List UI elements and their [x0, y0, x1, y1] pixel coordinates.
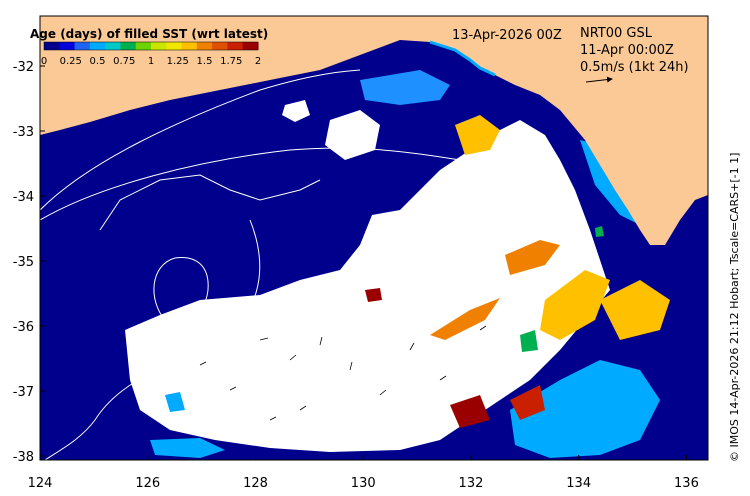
patch-red — [510, 385, 545, 420]
lat-tick-label: -32 — [13, 60, 34, 75]
lat-tick-label: -38 — [13, 450, 34, 465]
lat-tick-label: -34 — [13, 190, 34, 205]
patch-orange — [455, 115, 500, 155]
coastal-patch-lightblue — [150, 438, 225, 458]
contour-line — [153, 256, 209, 326]
colorbar-tick-label: 2 — [255, 56, 261, 67]
colorbar-swatch — [89, 42, 106, 50]
colorbar-swatch — [120, 42, 137, 50]
lat-tick-label: -36 — [13, 320, 34, 335]
patch-orange — [540, 270, 610, 340]
lon-tick-label: 136 — [674, 476, 699, 491]
colorbar-swatch — [196, 42, 213, 50]
missing-data-patch — [282, 100, 310, 122]
colorbar-swatch — [227, 42, 244, 50]
colorbar-tick-label: 1 — [148, 56, 154, 67]
colorbar-tick-label: 0.25 — [60, 56, 82, 67]
date-label: 13-Apr-2026 00Z — [452, 28, 562, 43]
colorbar-swatch — [166, 42, 183, 50]
colorbar-swatch — [135, 42, 152, 50]
lon-tick-label: 130 — [351, 476, 376, 491]
map-border — [39, 15, 709, 461]
missing-data-region — [125, 120, 610, 452]
credit-text: © IMOS 14-Apr-2026 21:12 Hobart; Tscale=… — [728, 153, 741, 462]
lat-tick-label: -37 — [13, 385, 34, 400]
colorbar-tick-label: 1.5 — [197, 56, 213, 67]
colorbar-swatch — [242, 42, 259, 50]
lon-tick-label: 134 — [566, 476, 591, 491]
lon-tick-label: 132 — [459, 476, 484, 491]
patch-orange — [505, 240, 560, 275]
patch-green — [595, 226, 604, 237]
map-plot-area — [40, 16, 708, 460]
coastal-fringe — [429, 40, 496, 77]
patch-green — [520, 330, 538, 352]
colorbar-title: Age (days) of filled SST (wrt latest) — [30, 27, 268, 41]
product-time-label: 11-Apr 00:00Z — [580, 43, 674, 58]
patch-red — [450, 395, 490, 428]
contour-line — [99, 174, 321, 231]
patch-orange — [600, 280, 670, 340]
contour-line — [40, 69, 361, 211]
colorbar-tick-label: 0.5 — [90, 56, 106, 67]
current-vectors — [199, 325, 487, 421]
latitude-axis: -32 -33 -34 -35 -36 -37 -38 — [13, 60, 45, 465]
vector-scale-arrow — [585, 76, 613, 83]
colorbar-tick-label: 0.75 — [113, 56, 135, 67]
patch-red — [365, 288, 382, 302]
coastal-patch-lightblue — [165, 392, 185, 412]
colorbar-swatch — [151, 42, 167, 50]
coastal-patch-lightblue — [510, 360, 660, 458]
colorbar-outline — [43, 41, 259, 51]
lat-tick-label: -33 — [13, 125, 34, 140]
lon-tick-label: 126 — [135, 476, 160, 491]
colorbar-tick-label: 0 — [41, 56, 47, 67]
longitude-axis: 124 126 128 130 132 134 136 — [28, 455, 699, 491]
lon-tick-label: 128 — [243, 476, 268, 491]
colorbar-swatch — [44, 42, 60, 50]
colorbar-swatch — [212, 42, 228, 50]
lat-tick-label: -35 — [13, 255, 34, 270]
lon-tick-label: 124 — [28, 476, 53, 491]
patch-orange — [430, 298, 500, 340]
contour-line — [44, 219, 261, 460]
colorbar-swatch — [105, 42, 121, 50]
colorbar-swatch — [74, 42, 91, 50]
product-label: NRT00 GSL — [580, 26, 653, 41]
contour-line — [40, 147, 461, 221]
colorbar-swatches — [44, 42, 259, 50]
colorbar-swatch — [59, 42, 76, 50]
land-mass — [40, 16, 708, 245]
colorbar-tick-label: 1.75 — [220, 56, 242, 67]
missing-data-patch — [325, 110, 380, 160]
colorbar-swatch — [181, 42, 198, 50]
colorbar-ticks: 0 0.25 0.5 0.75 1 1.25 1.5 1.75 2 — [41, 56, 261, 67]
colorbar-tick-label: 1.25 — [167, 56, 189, 67]
vector-scale-label: 0.5m/s (1kt 24h) — [580, 60, 689, 75]
coastal-patch-lightblue — [360, 70, 450, 105]
